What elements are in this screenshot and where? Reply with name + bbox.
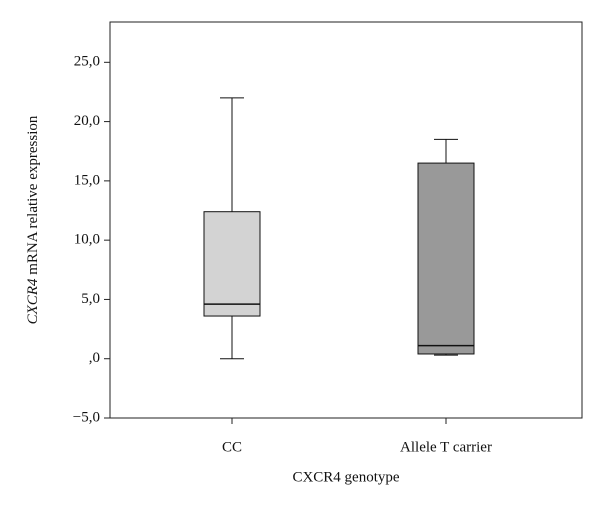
x-tick-label: Allele T carrier [400,439,492,455]
box [203,211,261,317]
y-axis-label-italic: CXCR4 [25,278,41,324]
y-axis-label: CXCR4 mRNA relative expression [25,115,41,324]
y-tick-label: 25,0 [74,54,100,70]
x-tick-label: CC [222,439,242,455]
x-axis-label: CXCR4 genotype [292,469,399,485]
y-tick-label: −5,0 [73,409,100,425]
y-tick-label: 20,0 [74,113,100,129]
y-tick-label: 10,0 [74,232,100,248]
y-tick-label: 15,0 [74,172,100,188]
plot-frame [109,21,583,419]
y-tick-label: ,0 [89,350,100,366]
box [417,162,475,355]
y-tick-label: 5,0 [81,291,100,307]
y-axis-label-rest: mRNA relative expression [25,115,41,275]
